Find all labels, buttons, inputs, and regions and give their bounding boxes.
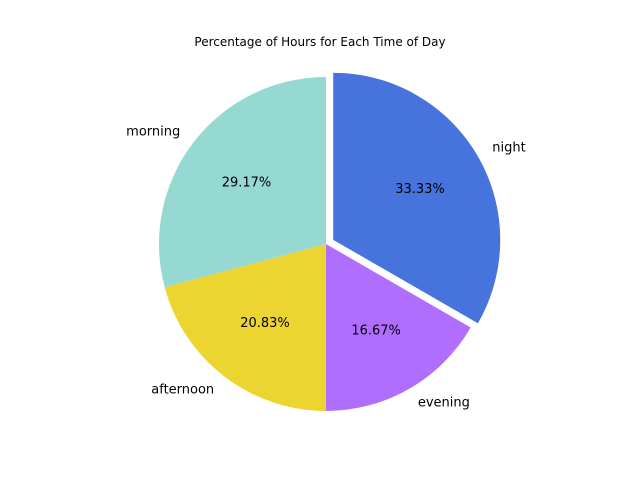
pie-slice-morning bbox=[159, 77, 326, 288]
pct-label-evening: 16.67% bbox=[351, 323, 401, 338]
pie-slice-night bbox=[333, 72, 501, 324]
pie-labels: night 33.33% evening 16.67% afternoon 20.83% m… bbox=[126, 125, 526, 411]
pct-label-afternoon: 20.83% bbox=[240, 316, 290, 331]
slice-label-morning: morning bbox=[126, 125, 180, 140]
slice-label-night: night bbox=[492, 140, 525, 155]
pct-label-morning: 29.17% bbox=[222, 176, 272, 191]
pie-slice-evening bbox=[326, 244, 471, 411]
pie-slices bbox=[159, 72, 501, 411]
pie-slice-afternoon bbox=[164, 244, 326, 411]
chart-title: Percentage of Hours for Each Time of Day bbox=[194, 35, 445, 49]
slice-label-evening: evening bbox=[418, 396, 470, 411]
slice-label-afternoon: afternoon bbox=[151, 382, 214, 397]
pct-label-night: 33.33% bbox=[395, 182, 445, 197]
